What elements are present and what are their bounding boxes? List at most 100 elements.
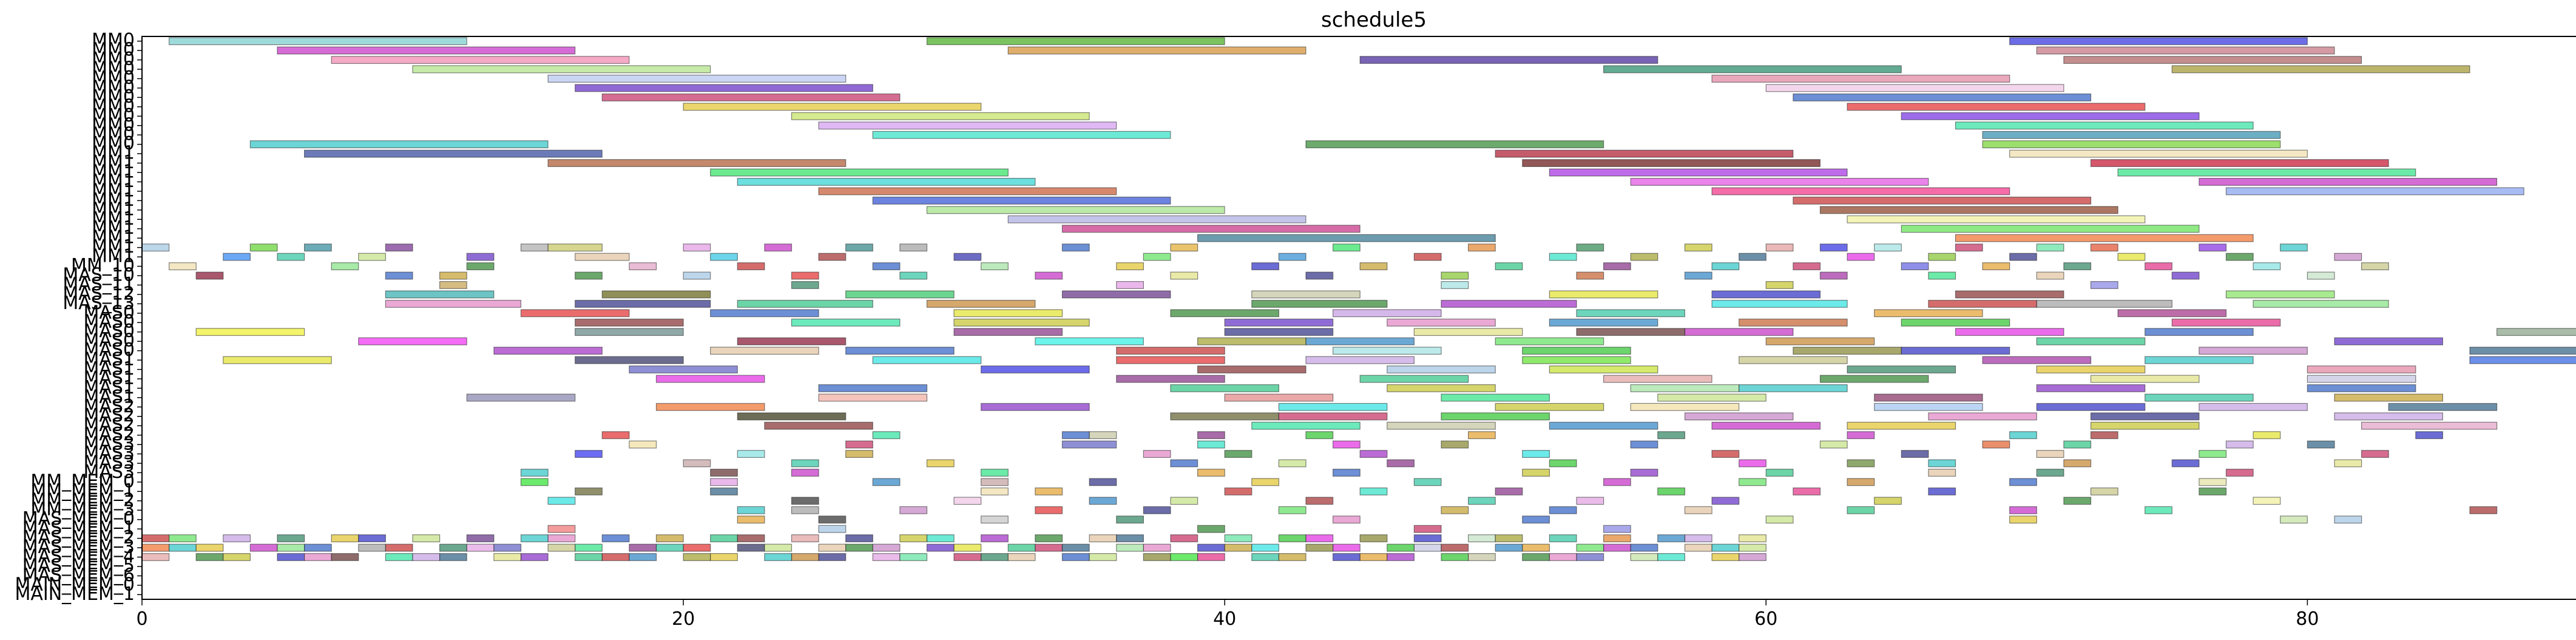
- task-bar: [2171, 318, 2281, 327]
- task-bar: [981, 262, 1009, 271]
- task-bar: [926, 459, 955, 468]
- task-bar: [1359, 487, 1388, 495]
- task-bar: [1955, 328, 2064, 336]
- task-bar: [575, 318, 684, 327]
- task-bar: [2469, 347, 2576, 355]
- task-bar: [520, 243, 549, 252]
- task-bar: [1522, 516, 1550, 524]
- task-bar: [2469, 506, 2498, 514]
- task-bar: [818, 187, 1117, 196]
- task-bar: [953, 497, 982, 505]
- task-bar: [1305, 431, 1334, 440]
- task-bar: [1116, 262, 1144, 271]
- task-bar: [1468, 497, 1496, 505]
- y-tick-label: MM1: [92, 227, 135, 248]
- task-bar: [953, 328, 1063, 336]
- task-bar: [601, 534, 630, 543]
- task-bar: [710, 487, 738, 495]
- task-bar: [683, 103, 982, 111]
- task-bar: [1413, 534, 1442, 543]
- task-bar: [575, 487, 603, 495]
- task-bar: [1874, 393, 1983, 402]
- task-bar: [1143, 553, 1171, 561]
- task-bar: [2171, 459, 2200, 468]
- task-bar: [575, 328, 684, 336]
- task-bar: [1007, 46, 1307, 55]
- task-bar: [2225, 290, 2335, 299]
- task-bar: [2036, 243, 2064, 252]
- task-bar: [1170, 243, 1198, 252]
- task-bar: [249, 243, 278, 252]
- task-bar: [764, 553, 793, 561]
- task-bar: [1630, 440, 1658, 449]
- task-bar: [791, 281, 819, 289]
- task-bar: [1711, 290, 1821, 299]
- task-bar: [1413, 478, 1442, 486]
- task-bar: [2171, 65, 2470, 73]
- task-bar: [493, 543, 522, 552]
- y-tick-label: MAS_11: [63, 274, 135, 295]
- task-bar: [1739, 478, 1766, 486]
- y-tick-label: MAS_MEM_0: [22, 508, 135, 529]
- task-bar: [791, 318, 901, 327]
- task-bar: [1603, 534, 1631, 543]
- task-bar: [2253, 299, 2389, 308]
- task-bar: [1874, 243, 1902, 252]
- task-bar: [2497, 328, 2576, 336]
- task-bar: [2361, 421, 2498, 430]
- task-bar: [1387, 365, 1496, 373]
- task-bar: [2036, 271, 2064, 280]
- task-bar: [1224, 450, 1253, 458]
- task-bar: [2063, 262, 2092, 271]
- y-tick-label: MM0: [92, 67, 135, 89]
- task-bar: [1089, 534, 1117, 543]
- task-bar: [1576, 243, 1604, 252]
- task-bar: [223, 253, 251, 261]
- task-bar: [1765, 243, 1794, 252]
- task-bar: [1765, 281, 1794, 289]
- task-bar: [1711, 299, 1848, 308]
- task-bar: [439, 281, 467, 289]
- task-bar: [1928, 299, 2037, 308]
- task-bar: [331, 534, 359, 543]
- task-bar: [791, 506, 819, 514]
- task-bar: [1576, 271, 1604, 280]
- task-bar: [1251, 299, 1388, 308]
- task-bar: [1305, 534, 1334, 543]
- task-bar: [277, 553, 305, 561]
- task-bar: [575, 543, 603, 552]
- task-bar: [2334, 253, 2362, 261]
- task-bar: [575, 271, 603, 280]
- task-bar: [1847, 215, 2146, 223]
- task-bar: [2225, 468, 2254, 477]
- task-bar: [1468, 243, 1496, 252]
- task-bar: [1549, 553, 1577, 561]
- task-bar: [926, 534, 955, 543]
- task-bar: [2145, 262, 2172, 271]
- task-bar: [2036, 337, 2146, 346]
- task-bar: [2415, 431, 2444, 440]
- task-bar: [1576, 543, 1604, 552]
- task-bar: [1711, 75, 2010, 83]
- task-bar: [1765, 337, 1875, 346]
- task-bar: [981, 487, 1009, 495]
- y-tick-label: MM1: [92, 180, 135, 201]
- task-bar: [1089, 431, 1117, 440]
- task-bar: [2225, 440, 2254, 449]
- task-bar: [1278, 459, 1307, 468]
- task-bar: [1251, 543, 1280, 552]
- task-bar: [1522, 347, 1631, 355]
- task-bar: [1333, 243, 1361, 252]
- task-bar: [818, 121, 1117, 130]
- task-bar: [1116, 347, 1225, 355]
- task-bar: [223, 356, 332, 364]
- task-bar: [1197, 234, 1496, 242]
- task-bar: [1982, 131, 2281, 139]
- task-bar: [1711, 262, 1740, 271]
- task-bar: [845, 347, 955, 355]
- task-bar: [1413, 253, 1442, 261]
- task-bar: [466, 262, 495, 271]
- task-bar: [1630, 403, 1740, 411]
- task-bar: [1819, 243, 1848, 252]
- task-bar: [1684, 412, 1794, 421]
